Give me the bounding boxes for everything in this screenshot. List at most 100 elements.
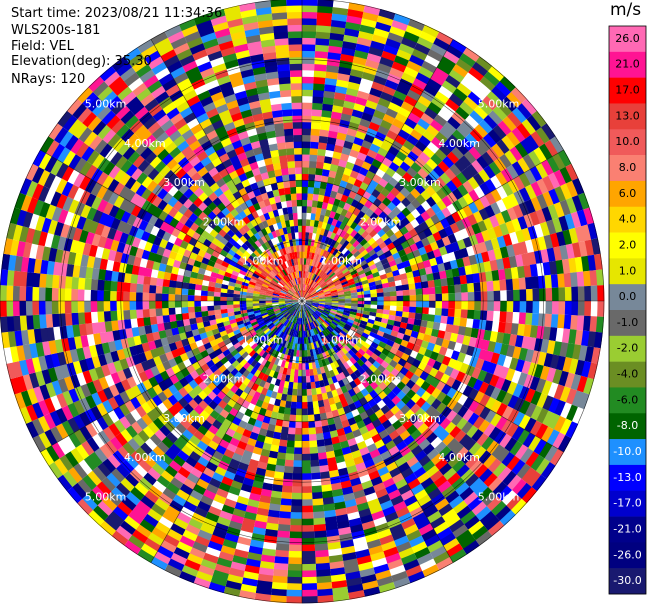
radar-gate — [530, 196, 542, 212]
radar-gate — [370, 241, 379, 250]
radar-gate — [375, 312, 384, 319]
radar-gate — [375, 569, 392, 581]
radar-gate — [339, 473, 351, 483]
radar-gate — [386, 461, 399, 473]
radar-gate — [187, 295, 195, 301]
radar-gate — [302, 102, 313, 110]
radar-gate — [362, 313, 370, 319]
radar-gate — [305, 369, 310, 377]
radar-gate — [508, 334, 518, 347]
radar-gate — [311, 314, 317, 321]
radar-gate — [331, 184, 340, 193]
radar-gate — [317, 291, 325, 295]
radar-gate — [302, 453, 311, 461]
radar-gate — [415, 517, 431, 531]
radar-gate — [329, 287, 337, 292]
radar-gate — [541, 206, 553, 222]
radar-gate — [493, 290, 501, 301]
radar-gate — [305, 271, 309, 279]
radar-gate — [427, 78, 442, 92]
radar-gate — [346, 367, 355, 376]
radar-gate — [390, 495, 404, 507]
radar-gate — [319, 241, 325, 249]
radar-gate — [374, 152, 386, 163]
radar-gate — [309, 307, 316, 313]
radar-gate — [342, 552, 357, 562]
radar-gate — [302, 50, 316, 58]
radar-gate — [339, 340, 347, 348]
radar-gate — [513, 289, 521, 301]
radar-gate — [312, 282, 318, 289]
radar-gate — [327, 216, 334, 225]
radar-gate — [187, 301, 195, 307]
radar-gate — [468, 189, 480, 202]
radar-gate — [511, 127, 526, 143]
radar-gate — [441, 253, 451, 264]
radar-gate — [329, 311, 337, 316]
radar-gate — [383, 44, 399, 56]
radar-gate — [565, 388, 578, 405]
radar-gate — [323, 329, 330, 337]
radar-gate — [311, 305, 318, 309]
radar-gate — [451, 211, 462, 223]
radar-gate — [302, 192, 308, 200]
radar-gate — [84, 278, 92, 290]
radar-gate — [370, 40, 386, 51]
radar-gate — [587, 254, 597, 271]
radar-gate — [452, 63, 469, 78]
radar-gate — [471, 501, 488, 516]
radar-gate — [322, 242, 328, 250]
radar-gate — [302, 537, 315, 546]
radar-gate — [551, 287, 560, 301]
radar-gate — [332, 225, 340, 234]
radar-gate — [404, 117, 418, 130]
radar-gate — [439, 445, 452, 459]
radar-gate — [426, 124, 440, 137]
radar-gate — [391, 206, 402, 216]
radar-gate — [403, 155, 415, 167]
radar-gate — [565, 343, 576, 359]
radar-gate — [103, 311, 112, 322]
radar-gate — [320, 471, 331, 480]
radar-gate — [316, 318, 323, 325]
radar-gate — [389, 286, 397, 292]
radar-gate — [322, 352, 328, 360]
radar-gate — [506, 422, 519, 438]
radar-gate — [339, 179, 348, 189]
radar-gate — [336, 261, 344, 268]
radar-gate — [187, 289, 195, 296]
radar-gate — [329, 347, 337, 356]
radar-gate — [284, 407, 291, 415]
radar-gate — [395, 424, 407, 436]
radar-gate — [302, 264, 304, 272]
radar-gate — [529, 420, 543, 436]
radar-gate — [313, 239, 319, 248]
radar-gate — [345, 87, 359, 97]
radar-gate — [459, 343, 469, 355]
radar-gate — [308, 329, 312, 337]
radar-gate — [302, 317, 305, 325]
radar-gate — [426, 273, 435, 282]
radar-gate — [434, 131, 448, 144]
radar-gate — [304, 304, 309, 310]
radar-gate — [465, 473, 480, 488]
radar-gate — [414, 282, 423, 290]
radar-gate — [428, 293, 436, 301]
radar-gate — [396, 332, 405, 340]
radar-gate — [342, 232, 351, 241]
radar-gate — [314, 246, 320, 255]
radar-gate — [312, 246, 317, 254]
radar-gate — [403, 295, 411, 301]
radar-gate — [309, 349, 314, 357]
radar-gate — [495, 416, 508, 431]
radar-gate — [457, 266, 467, 277]
radar-gate — [90, 278, 99, 291]
radar-gate — [370, 267, 379, 275]
radar-gate — [290, 505, 302, 513]
radar-gate — [424, 327, 434, 336]
radar-gate — [464, 265, 473, 276]
radar-gate — [226, 301, 234, 305]
radar-gate — [438, 270, 448, 280]
radar-gate — [291, 395, 298, 403]
radar-gate — [344, 498, 357, 509]
